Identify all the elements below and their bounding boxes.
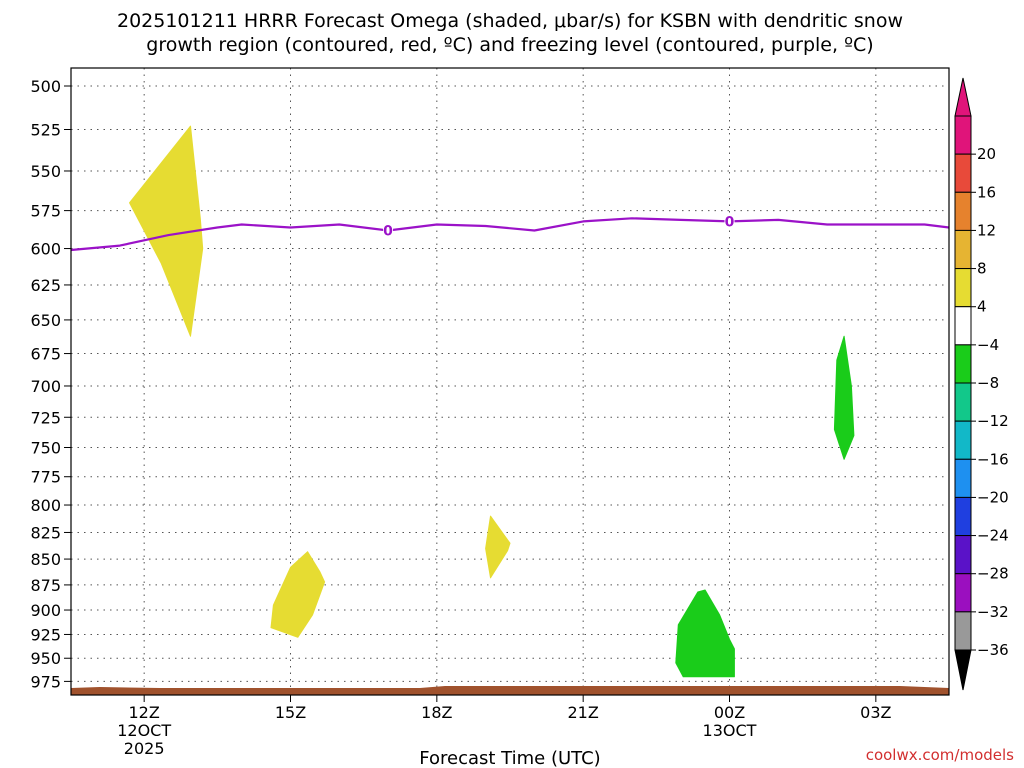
y-tick-label: 975 [30,672,61,691]
colorbar-tick-label: −32 [977,603,1009,621]
colorbar-segment [954,611,972,651]
colorbar-under-arrow [954,649,972,691]
colorbar-segment [954,535,972,575]
y-tick-label: 600 [30,240,61,259]
surface-band-shape [71,686,949,695]
colorbar-tick-label: −36 [977,641,1009,659]
freezing-level-label-bg [383,223,394,238]
colorbar-over-arrow [954,77,972,117]
omega-region [675,589,735,678]
plot-frame [70,67,950,696]
colorbar-tick-label: −24 [977,527,1009,545]
colorbar-tick-label: −16 [977,450,1009,468]
colorbar-tick-label: −20 [977,488,1009,506]
colorbar-tick-label: −28 [977,565,1009,583]
credit-text: coolwx.com/models [866,746,1014,764]
freezing-level-label-bg [724,214,735,229]
x-tick-label: 15Z [275,703,306,722]
freezing-level-line [70,217,950,252]
y-axis: 500 525 550 575 600 625 650 675 700 725 750 775 800 8… [30,77,71,691]
colorbar-segment [954,229,972,270]
plot-background [71,68,949,695]
x-tick-label: 2025 [124,739,165,758]
colorbar-segment [954,153,972,193]
colorbar-tick-label: 4 [977,298,987,316]
x-tick-label: 21Z [568,703,599,722]
freezing-level-contour: 00 [70,214,950,252]
grid-lines [71,68,949,695]
y-tick-label: 750 [30,438,61,457]
omega-region [270,551,326,638]
colorbar-tick-label: −12 [977,412,1009,430]
y-tick-label: 775 [30,468,61,487]
omega-region [129,125,204,337]
y-tick-label: 700 [30,377,61,396]
chart-title-line-2: growth region (contoured, red, ºC) and f… [146,34,873,56]
surface-band [71,686,949,695]
omega-region [485,515,511,579]
omega-shaded-regions [129,125,855,678]
colorbar-tick-label: 16 [977,183,996,201]
colorbar-tick-label: 20 [977,145,996,163]
y-tick-label: 875 [30,576,61,595]
colorbar-tick-label: −8 [977,374,999,392]
colorbar-segment [954,268,972,308]
colorbar-segment [954,115,972,155]
y-tick-label: 525 [30,121,61,140]
x-tick-label: 12OCT [117,721,171,740]
colorbar-segment [954,344,972,384]
x-tick-label: 12Z [129,703,160,722]
y-tick-label: 900 [30,601,61,620]
colorbar-segment [954,420,972,460]
freezing-level-label: 0 [725,214,735,230]
plot-area: 00 [70,67,950,696]
x-axis-label: Forecast Time (UTC) [419,748,600,768]
y-tick-label: 675 [30,345,61,364]
y-tick-label: 800 [30,496,61,515]
colorbar-segment [954,382,972,422]
colorbar-segment [954,191,972,231]
colorbar-tick-label: 12 [977,221,996,239]
y-tick-label: 650 [30,311,61,330]
omega-region [833,335,855,460]
colorbar: −36 −32 −28 −24 −20 −16 −12 −8 −4 4 8 12 16 20 [954,77,1009,691]
colorbar-tick-label: −4 [977,336,999,354]
freezing-level-label: 0 [383,224,393,240]
y-tick-label: 625 [30,276,61,295]
y-tick-label: 500 [30,77,61,96]
y-tick-label: 575 [30,202,61,221]
y-tick-label: 950 [30,649,61,668]
colorbar-segment [954,496,972,537]
colorbar-segment [954,306,972,346]
y-tick-label: 925 [30,625,61,644]
colorbar-tick-label: 8 [977,260,987,278]
y-tick-label: 825 [30,523,61,542]
colorbar-segment [954,458,972,498]
chart-title-line-1: 2025101211 HRRR Forecast Omega (shaded, … [117,10,903,32]
x-tick-label: 13OCT [703,721,757,740]
y-tick-label: 850 [30,550,61,569]
y-tick-label: 550 [30,162,61,181]
x-tick-label: 03Z [860,703,891,722]
x-tick-label: 00Z [714,703,745,722]
colorbar-segment [954,573,972,613]
x-tick-label: 18Z [421,703,452,722]
y-tick-label: 725 [30,408,61,427]
